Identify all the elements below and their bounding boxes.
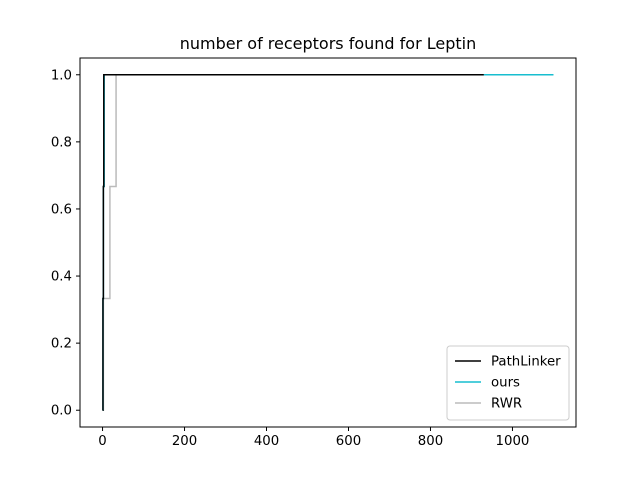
- chart-title: number of receptors found for Leptin: [180, 34, 477, 53]
- x-tick-label: 1000: [496, 434, 530, 449]
- legend-label: RWR: [491, 397, 522, 412]
- legend-label: PathLinker: [491, 355, 561, 370]
- legend: PathLinker ours RWR: [446, 345, 570, 421]
- y-tick-label: 0.8: [51, 135, 72, 150]
- series-layer: [102, 74, 554, 411]
- legend-box: [446, 345, 570, 421]
- x-axis: 0 200 400 600 800 1000: [98, 427, 529, 449]
- x-tick-label: 200: [172, 434, 197, 449]
- legend-label: ours: [491, 376, 520, 391]
- x-tick-label: 600: [336, 434, 361, 449]
- x-tick-label: 0: [98, 434, 106, 449]
- x-tick-label: 800: [418, 434, 443, 449]
- y-tick-label: 0.4: [51, 270, 72, 285]
- x-tick-label: 400: [254, 434, 279, 449]
- y-tick-label: 1.0: [51, 68, 72, 83]
- y-axis: 0.0 0.2 0.4 0.6 0.8 1.0: [51, 68, 80, 419]
- y-tick-label: 0.6: [51, 202, 72, 217]
- y-tick-label: 0.0: [51, 404, 72, 419]
- axes-frame: [79, 57, 577, 428]
- y-tick-label: 0.2: [51, 337, 72, 352]
- series-line-pathlinker: [102, 74, 484, 411]
